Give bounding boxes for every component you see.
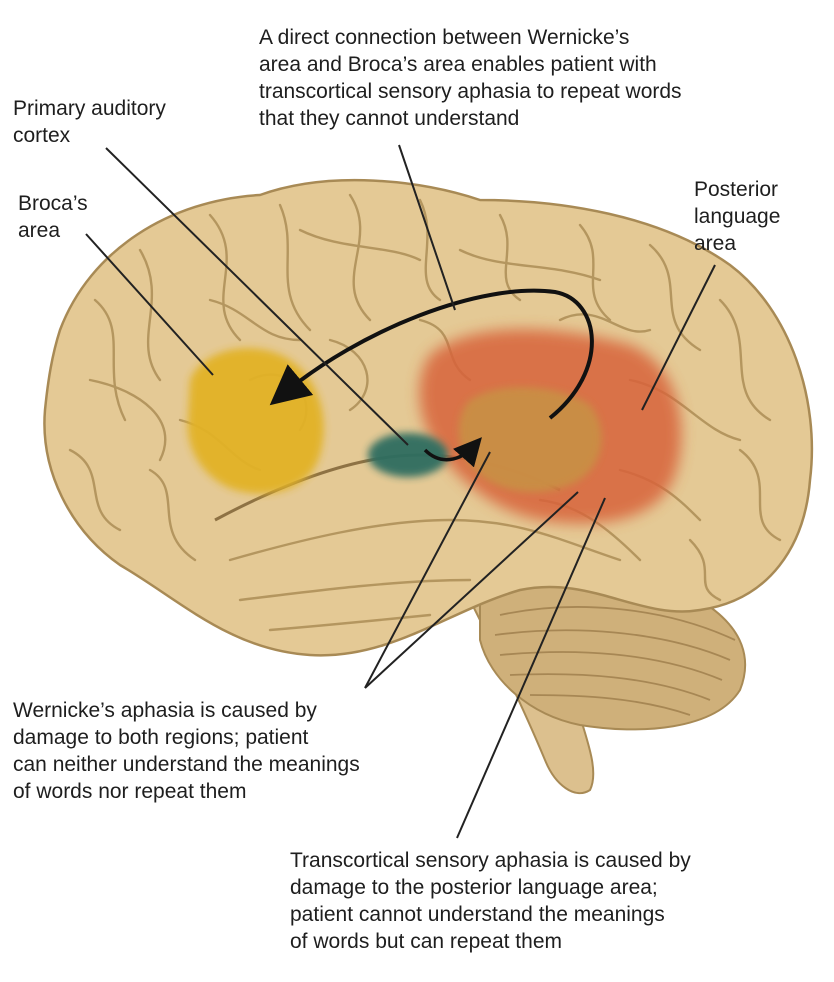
leader-line-direct-connection: [398, 144, 456, 311]
primary-auditory-cortex-region: [368, 433, 448, 477]
primary-auditory-cortex-label: Primary auditory cortex: [13, 97, 166, 147]
wernickes-aphasia-label: Wernicke’s aphasia is caused by damage t…: [13, 699, 360, 803]
posterior-language-area-label: Posterior language area: [694, 178, 781, 255]
auditory-to-wernicke-arrow: [423, 437, 482, 468]
wernickes-area-region: [458, 387, 602, 493]
leader-line-brocas-area: [85, 233, 214, 376]
leader-line-transcortical: [456, 497, 606, 839]
leader-line-wernicke-to-wernickes-area: [364, 451, 491, 689]
brocas-area-label: Broca’s area: [18, 192, 88, 242]
cerebellum-folia: [494, 606, 736, 716]
leader-line-posterior-language-area: [641, 264, 716, 411]
direct-connection-arrow: [269, 288, 594, 420]
leader-line-primary-auditory-cortex: [105, 147, 409, 446]
leader-lines: [85, 144, 716, 839]
direct-connection-label: A direct connection between Wernicke’s a…: [259, 26, 682, 130]
temporal-lobe-folds: [228, 518, 622, 632]
leader-line-wernicke-to-posterior-area: [364, 491, 579, 689]
transcortical-sensory-aphasia-label: Transcortical sensory aphasia is caused …: [290, 849, 691, 953]
